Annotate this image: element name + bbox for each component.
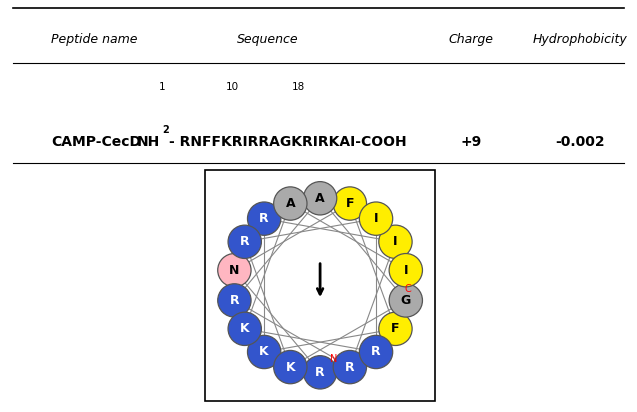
Text: R: R — [371, 346, 381, 358]
Circle shape — [218, 284, 251, 317]
Circle shape — [389, 253, 422, 287]
Text: K: K — [240, 322, 250, 335]
Circle shape — [248, 202, 281, 235]
Text: 10: 10 — [226, 82, 239, 92]
Text: R: R — [229, 294, 240, 307]
Circle shape — [303, 356, 337, 389]
Circle shape — [333, 187, 366, 220]
Text: A: A — [315, 192, 325, 205]
Circle shape — [379, 225, 412, 258]
Text: Charge: Charge — [449, 33, 494, 46]
Text: 18: 18 — [292, 82, 304, 92]
Text: K: K — [285, 360, 295, 374]
Text: I: I — [393, 235, 397, 248]
Text: +9: +9 — [461, 135, 482, 149]
Circle shape — [274, 187, 307, 220]
Circle shape — [379, 312, 412, 346]
Circle shape — [333, 351, 366, 384]
Text: Sequence: Sequence — [237, 33, 298, 46]
Circle shape — [218, 253, 251, 287]
Text: Hydrophobicity: Hydrophobicity — [533, 33, 627, 46]
Circle shape — [228, 312, 261, 346]
Text: R: R — [259, 212, 269, 225]
Text: N: N — [229, 264, 240, 277]
Text: R: R — [240, 235, 250, 248]
Text: C: C — [405, 283, 412, 294]
Circle shape — [359, 335, 392, 369]
Circle shape — [303, 182, 337, 215]
Text: F: F — [346, 197, 354, 210]
Text: -0.002: -0.002 — [555, 135, 605, 149]
Text: I: I — [404, 264, 408, 277]
Text: K: K — [259, 346, 269, 358]
Text: CAMP-CecD: CAMP-CecD — [51, 135, 141, 149]
Text: F: F — [391, 322, 399, 335]
Circle shape — [389, 284, 422, 317]
Text: 1: 1 — [159, 82, 166, 92]
Text: R: R — [315, 366, 325, 379]
Text: 2: 2 — [162, 125, 169, 135]
Text: G: G — [401, 294, 411, 307]
FancyBboxPatch shape — [205, 170, 435, 400]
Circle shape — [248, 335, 281, 369]
Circle shape — [228, 225, 261, 258]
Text: N: N — [330, 354, 337, 364]
Text: I: I — [374, 212, 378, 225]
Text: R: R — [345, 360, 355, 374]
Text: Peptide name: Peptide name — [51, 33, 138, 46]
Circle shape — [359, 202, 392, 235]
Text: NH: NH — [137, 135, 160, 149]
Circle shape — [274, 351, 307, 384]
Text: A: A — [285, 197, 295, 210]
Text: - RNFFKRIRRAGKRIRKAI-COOH: - RNFFKRIRRAGKRIRKAI-COOH — [169, 135, 406, 149]
